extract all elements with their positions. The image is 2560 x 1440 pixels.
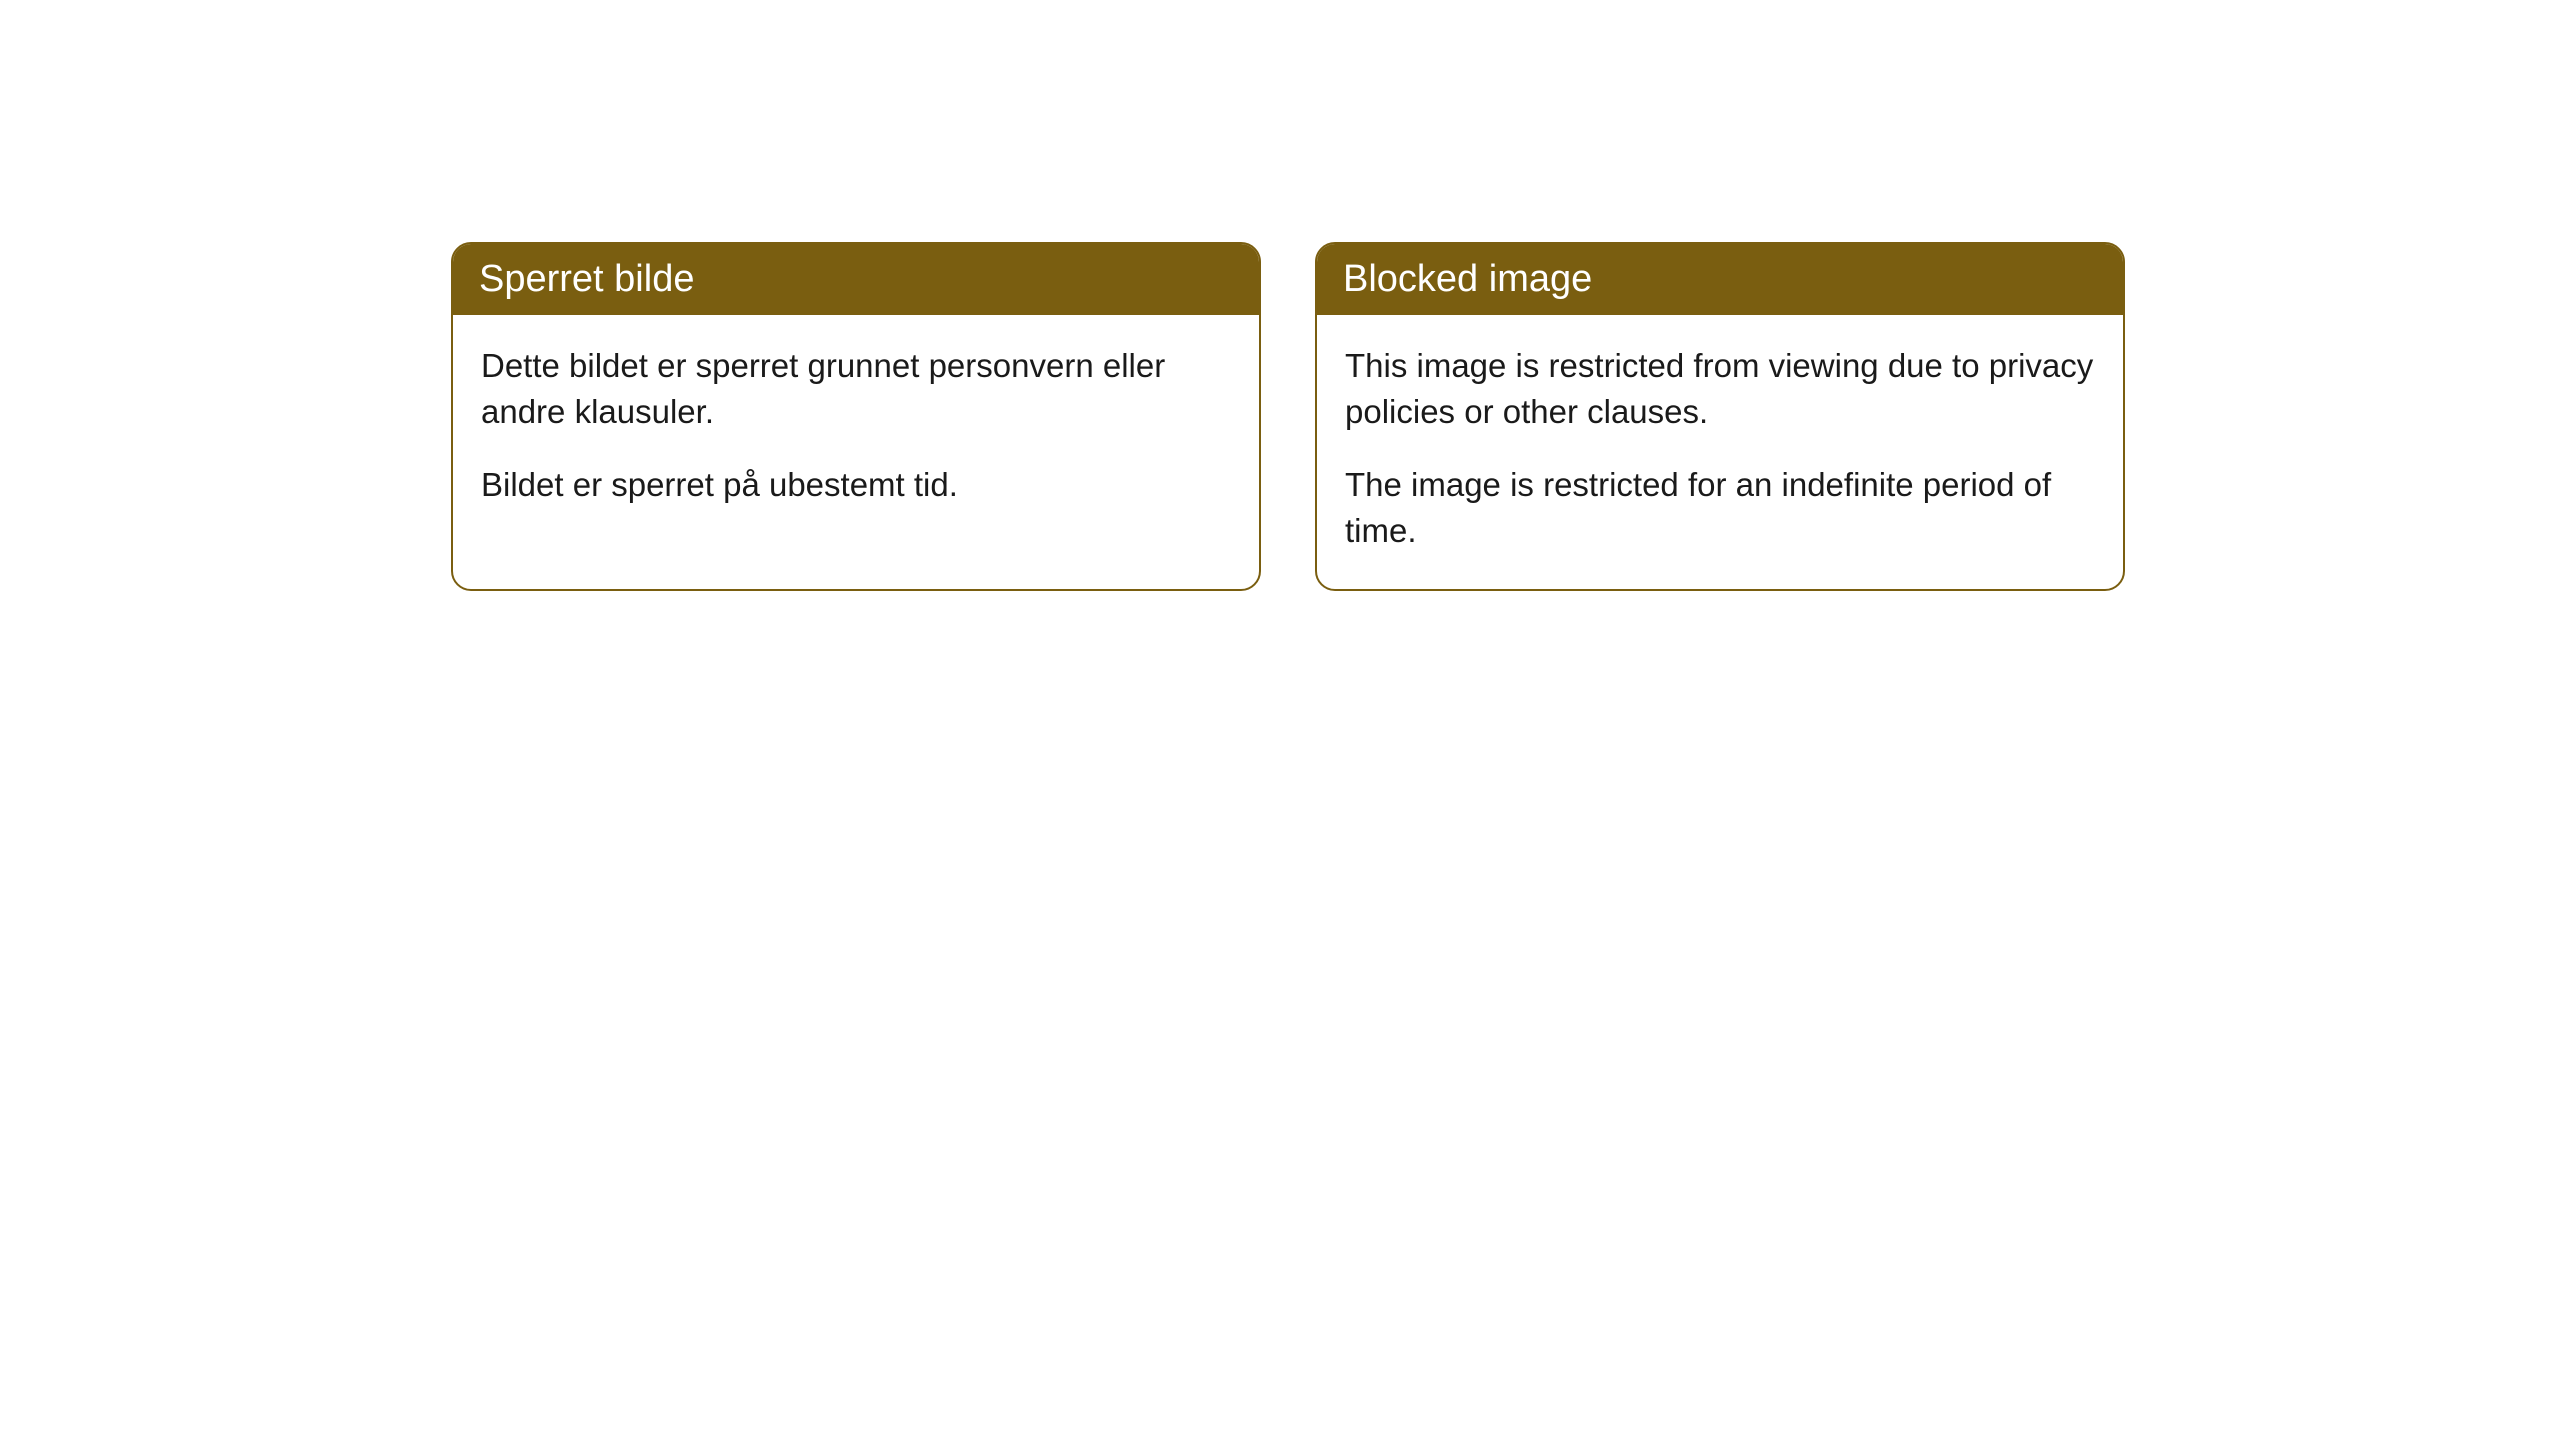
card-paragraph-1-norwegian: Dette bildet er sperret grunnet personve… <box>481 343 1231 434</box>
card-title-english: Blocked image <box>1343 258 1592 300</box>
notice-cards-container: Sperret bilde Dette bildet er sperret gr… <box>451 242 2560 591</box>
card-paragraph-2-norwegian: Bildet er sperret på ubestemt tid. <box>481 462 1231 508</box>
card-body-english: This image is restricted from viewing du… <box>1317 315 2123 589</box>
blocked-image-card-norwegian: Sperret bilde Dette bildet er sperret gr… <box>451 242 1261 591</box>
blocked-image-card-english: Blocked image This image is restricted f… <box>1315 242 2125 591</box>
card-paragraph-2-english: The image is restricted for an indefinit… <box>1345 462 2095 553</box>
card-body-norwegian: Dette bildet er sperret grunnet personve… <box>453 315 1259 544</box>
card-header-english: Blocked image <box>1317 244 2123 315</box>
card-paragraph-1-english: This image is restricted from viewing du… <box>1345 343 2095 434</box>
card-title-norwegian: Sperret bilde <box>479 258 694 300</box>
card-header-norwegian: Sperret bilde <box>453 244 1259 315</box>
